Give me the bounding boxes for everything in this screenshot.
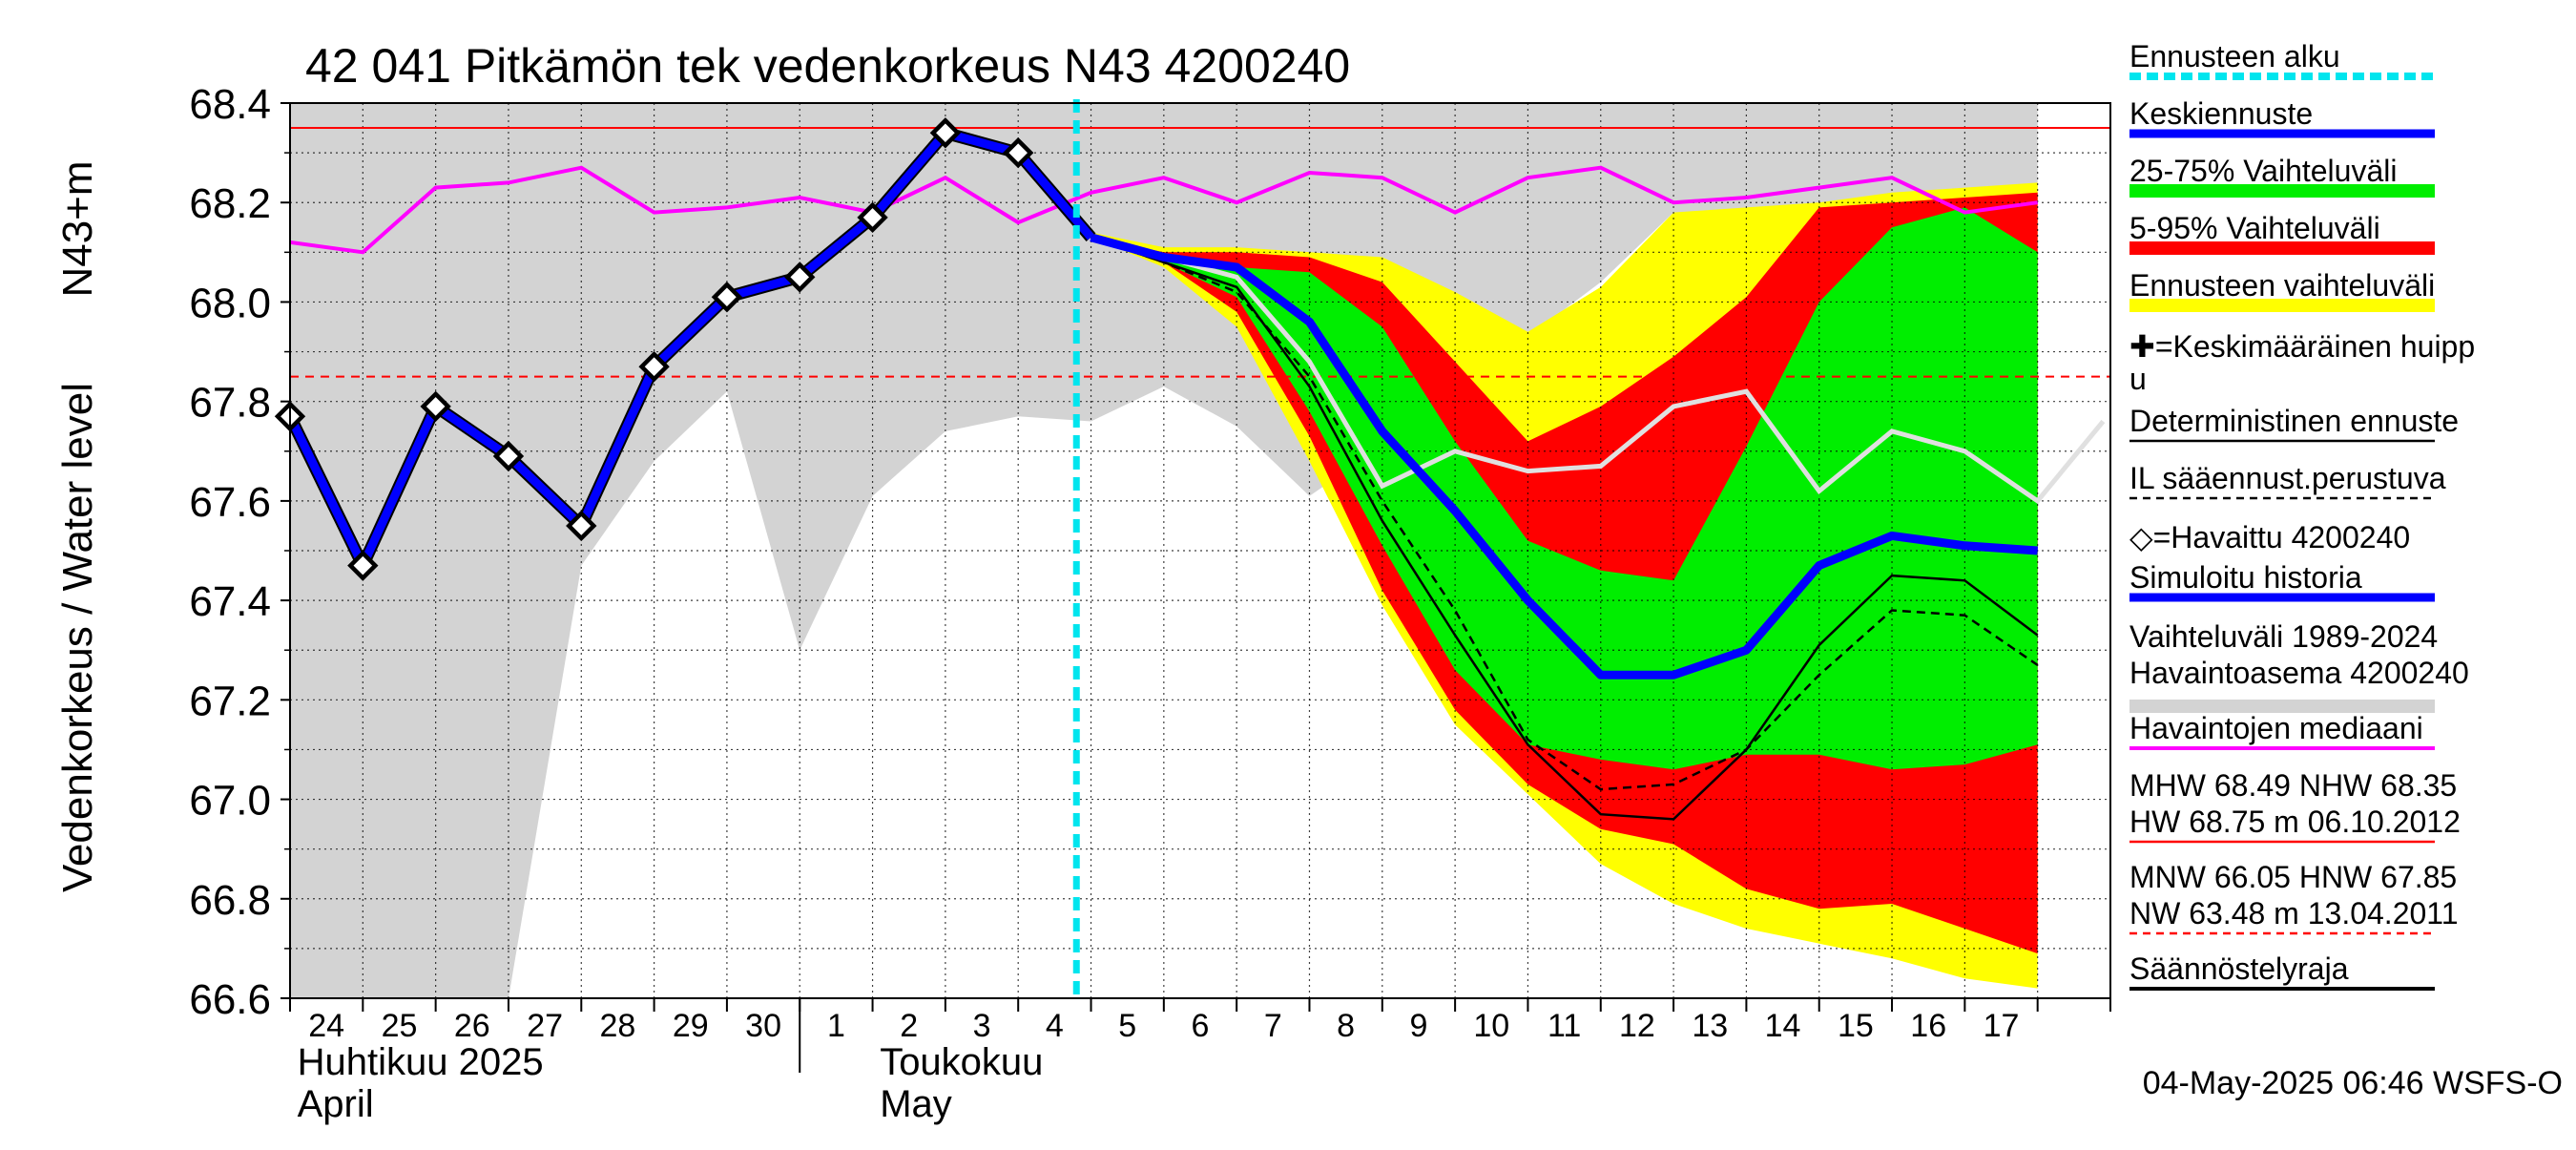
y-tick-label: 67.0 xyxy=(189,778,271,825)
x-tick-label: 30 xyxy=(745,1008,781,1044)
legend-label: u xyxy=(2129,362,2147,396)
legend-label: HW 68.75 m 06.10.2012 xyxy=(2129,805,2461,839)
legend-label: Deterministinen ennuste xyxy=(2129,404,2459,438)
x-tick-label: 27 xyxy=(527,1008,563,1044)
x-tick-label: 12 xyxy=(1619,1008,1655,1044)
x-tick-label: 15 xyxy=(1838,1008,1874,1044)
axes: 68.4 68.2 68.0 67.8 67.6 67.4 67.2 67.0 66.8 66.6… xyxy=(189,81,2111,1125)
x-tick-label: 1 xyxy=(827,1008,845,1044)
observed-marker xyxy=(420,390,451,423)
x-tick-label: 24 xyxy=(308,1008,344,1044)
y-tick-label: 66.8 xyxy=(189,877,271,924)
x-tick-label: 7 xyxy=(1264,1008,1282,1044)
x-tick-label: 16 xyxy=(1910,1008,1946,1044)
legend-label: NW 63.48 m 13.04.2011 xyxy=(2129,896,2459,930)
x-tick-label: 25 xyxy=(382,1008,418,1044)
legend-label: Keskiennuste xyxy=(2129,96,2313,131)
footer-timestamp: 04-May-2025 06:46 WSFS-O xyxy=(2143,1065,2563,1101)
x-tick-label: 29 xyxy=(673,1008,709,1044)
observed-line xyxy=(290,128,1094,571)
legend-label: Simuloitu historia xyxy=(2129,560,2362,595)
y-tick-label: 68.0 xyxy=(189,280,271,326)
deterministic-forecast-line xyxy=(1091,236,2039,821)
month-label-fi: Huhtikuu 2025 xyxy=(298,1041,544,1083)
observed-marker xyxy=(638,351,670,383)
median-line xyxy=(290,165,2038,255)
plot-area xyxy=(274,99,2110,998)
plot-content xyxy=(290,103,2110,998)
legend-label: Vaihteluväli 1989-2024 xyxy=(2129,619,2438,654)
y-tick-label: 68.4 xyxy=(189,81,271,128)
observed-marker xyxy=(1003,136,1034,169)
x-tick-label: 2 xyxy=(900,1008,918,1044)
x-tick-label: 17 xyxy=(1984,1008,2020,1044)
observed-marker xyxy=(929,117,962,149)
legend: Ennusteen alku Keskiennuste 25-75% Vaihtel… xyxy=(2129,39,2475,991)
legend-label: IL sääennust.perustuva xyxy=(2129,461,2446,495)
month-label-en: April xyxy=(298,1083,374,1125)
legend-label: Säännöstelyraja xyxy=(2129,951,2349,986)
legend-label: Havaintojen mediaani xyxy=(2129,711,2423,745)
month-label-en: May xyxy=(880,1083,952,1125)
observed-marker xyxy=(347,550,379,581)
observed-marker xyxy=(492,440,525,472)
x-tick-label: 10 xyxy=(1473,1008,1509,1044)
x-tick-label: 8 xyxy=(1337,1008,1355,1044)
month-label-fi: Toukokuu xyxy=(880,1041,1043,1083)
observed-marker xyxy=(857,201,888,234)
x-tick-label: 28 xyxy=(600,1008,636,1044)
legend-label: 5-95% Vaihteluväli xyxy=(2129,211,2380,245)
y-tick-label: 67.4 xyxy=(189,578,271,625)
chart-title: 42 041 Pitkämön tek vedenkorkeus N43 420… xyxy=(305,39,1350,93)
il-forecast-line xyxy=(1091,236,2039,791)
x-tick-label: 6 xyxy=(1192,1008,1210,1044)
legend-label: Havaintoasema 4200240 xyxy=(2129,656,2469,690)
y-tick-label: 67.6 xyxy=(189,479,271,526)
observed-marker xyxy=(566,510,597,542)
x-tick-label: 3 xyxy=(973,1008,991,1044)
x-tick-label: 4 xyxy=(1046,1008,1064,1044)
legend-label: Ennusteen vaihteluväli xyxy=(2129,268,2435,303)
legend-label: MNW 66.05 HNW 67.85 xyxy=(2129,860,2457,894)
x-tick-label: 5 xyxy=(1118,1008,1136,1044)
legend-label: MHW 68.49 NHW 68.35 xyxy=(2129,768,2457,803)
y-axis-unit-label: N43+m xyxy=(54,160,101,297)
y-tick-label: 66.6 xyxy=(189,976,271,1023)
y-tick-label: 67.8 xyxy=(189,380,271,427)
y-axis-label: Vedenkorkeus / Water level xyxy=(54,383,101,892)
y-tick-label: 68.2 xyxy=(189,180,271,227)
mean-forecast-line xyxy=(1090,233,2039,680)
x-tick-label: 26 xyxy=(454,1008,490,1044)
simulated-history-line xyxy=(1090,235,2106,505)
observed-marker xyxy=(784,261,816,293)
legend-label: Ennusteen alku xyxy=(2129,39,2340,73)
x-tick-label: 11 xyxy=(1548,1008,1581,1044)
x-tick-label: 13 xyxy=(1692,1008,1728,1044)
legend-label: ✚=Keskimääräinen huipp xyxy=(2129,329,2475,364)
x-tick-label: 14 xyxy=(1765,1008,1801,1044)
x-tick-label: 9 xyxy=(1409,1008,1427,1044)
y-tick-label: 67.2 xyxy=(189,678,271,724)
observed-marker xyxy=(711,282,743,313)
legend-label: ◇=Havaittu 4200240 xyxy=(2129,520,2410,554)
legend-label: 25-75% Vaihteluväli xyxy=(2129,154,2397,188)
